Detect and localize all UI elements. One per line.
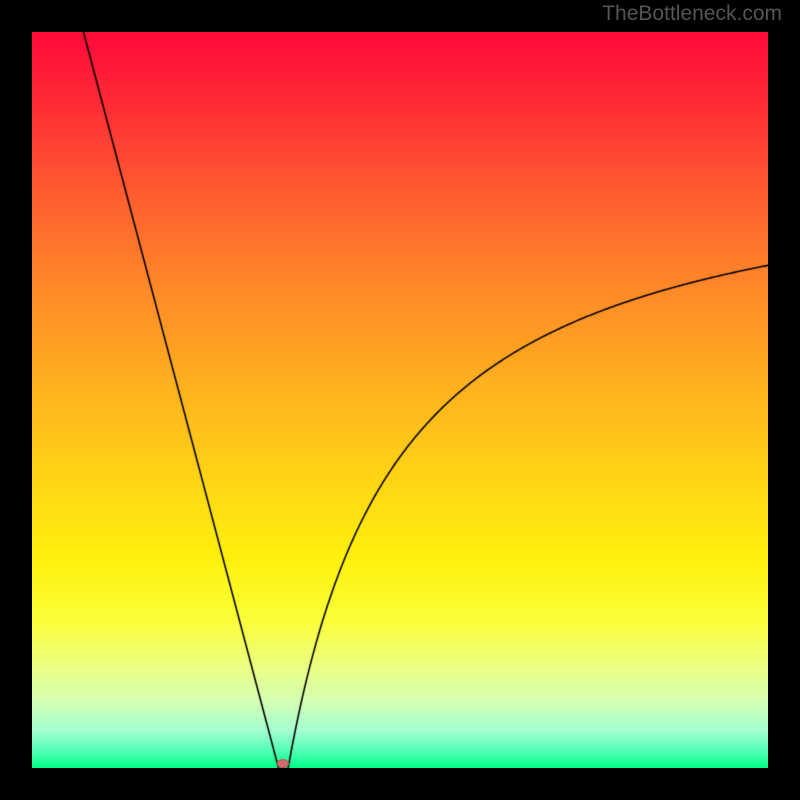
plot-frame [32,32,768,768]
stage: TheBottleneck.com [0,0,800,800]
bottleneck-curve [32,32,768,768]
watermark-text: TheBottleneck.com [602,2,782,26]
